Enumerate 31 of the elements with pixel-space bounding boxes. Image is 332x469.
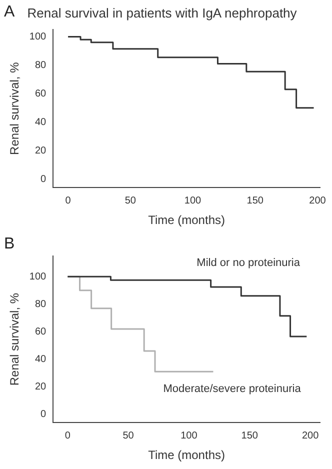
- x-tick-label: 50: [122, 430, 134, 442]
- x-tick-label: 100: [184, 195, 202, 206]
- y-tick-label: 100: [29, 271, 47, 282]
- x-tick-label: 50: [124, 195, 136, 206]
- x-tick-label: 200: [302, 430, 320, 442]
- series-label: Moderate/severe proteinuria: [163, 383, 302, 396]
- x-tick-label: 0: [65, 195, 72, 206]
- x-tick-label: 150: [246, 195, 264, 206]
- y-tick-label: 0: [40, 174, 47, 185]
- y-tick-label: 80: [34, 60, 47, 71]
- x-axis-title: Time (months): [148, 448, 225, 462]
- y-axis-title: Renal survival, %: [8, 62, 22, 155]
- text: B: [4, 235, 15, 252]
- x-axis-title: Time (months): [148, 213, 225, 228]
- y-tick-label: 40: [34, 116, 47, 128]
- chart-title: Renal survival in patients with IgA nephropathy: [27, 5, 298, 20]
- y-tick-label: 40: [34, 354, 47, 366]
- y-tick-label: 80: [34, 298, 47, 310]
- y-tick-label: 20: [34, 145, 47, 156]
- x-tick-label: 0: [64, 430, 71, 442]
- x-tick-label: 100: [180, 430, 198, 442]
- text: A: [4, 3, 15, 20]
- y-tick-label: 20: [34, 382, 47, 393]
- y-tick-label: 100: [29, 31, 47, 42]
- y-tick-label: 60: [34, 88, 47, 100]
- x-tick-label: 200: [309, 195, 326, 206]
- x-tick-label: 150: [241, 430, 258, 442]
- y-tick-label: 0: [40, 409, 47, 420]
- series-label: Mild or no proteinuria: [196, 257, 301, 270]
- y-axis-title: Renal survival, %: [8, 292, 22, 386]
- y-tick-label: 60: [34, 326, 47, 338]
